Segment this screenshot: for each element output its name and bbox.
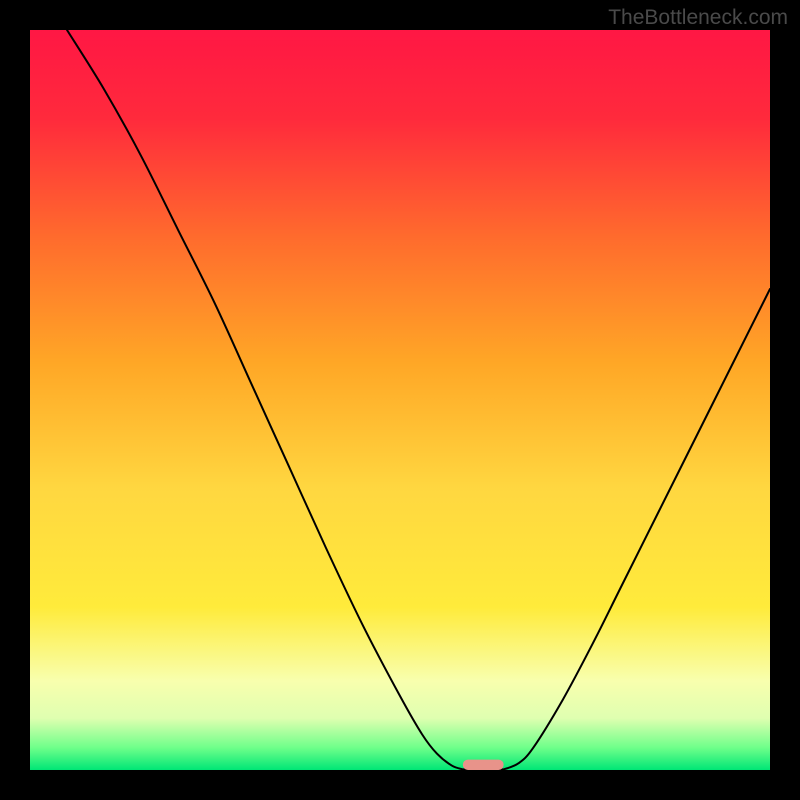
optimal-marker xyxy=(463,760,504,770)
watermark-text: TheBottleneck.com xyxy=(608,6,788,30)
chart-svg xyxy=(30,30,770,770)
bottleneck-chart xyxy=(30,30,770,770)
chart-background xyxy=(30,30,770,770)
